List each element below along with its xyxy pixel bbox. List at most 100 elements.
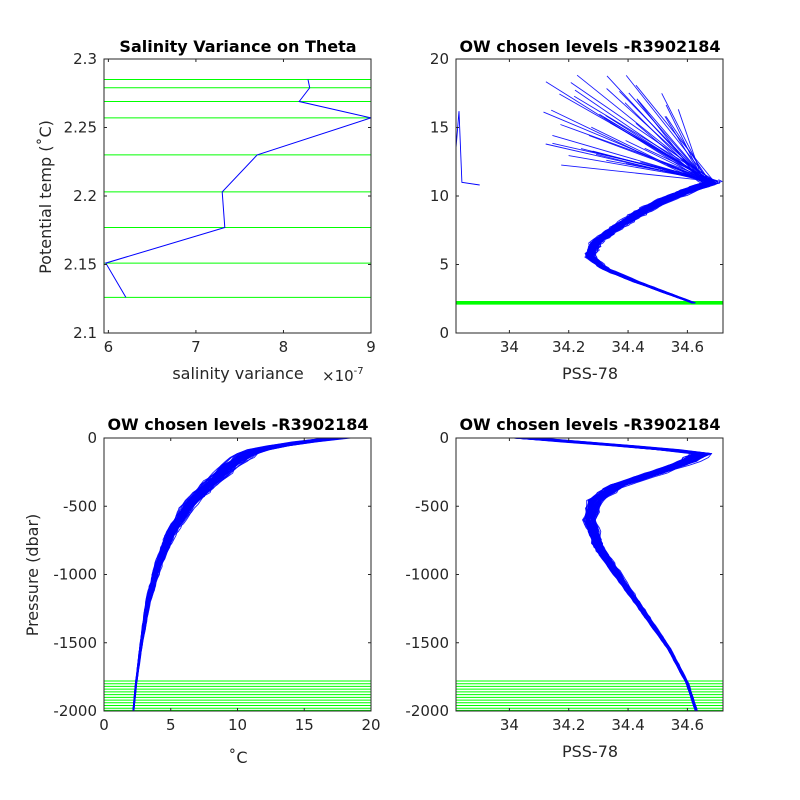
- y-tick-label: 15: [430, 119, 449, 137]
- profile-line: [132, 438, 333, 711]
- plot-area: [104, 438, 371, 711]
- profile-line: [516, 438, 697, 711]
- profile-line: [132, 438, 328, 711]
- profile-line: [132, 438, 333, 711]
- profile-line: [520, 438, 697, 711]
- profile-line: [132, 438, 336, 711]
- profile-line: [521, 438, 701, 711]
- y-tick-label: 0: [439, 324, 449, 342]
- profile-line: [132, 438, 336, 711]
- profile-line: [519, 438, 704, 711]
- profile-line: [535, 438, 710, 711]
- profile-line: [590, 179, 715, 304]
- profile-line: [132, 438, 336, 711]
- profile-line: [132, 438, 330, 711]
- profile-line: [132, 438, 332, 711]
- profile-line: [133, 438, 337, 711]
- profile-line: [133, 438, 341, 711]
- x-tick-label: 6: [104, 338, 114, 356]
- profile-line: [132, 438, 335, 711]
- profile-line: [132, 438, 339, 711]
- profile-line: [519, 438, 701, 711]
- profile-line: [586, 153, 703, 304]
- y-tick-label: -2000: [405, 702, 449, 720]
- profile-line: [524, 438, 706, 711]
- y-tick-label: -500: [63, 497, 97, 515]
- profile-line: [519, 438, 697, 711]
- profile-line: [586, 179, 706, 304]
- x-tick-label: 8: [279, 338, 289, 356]
- profile-line: [132, 438, 333, 711]
- profile-line: [591, 179, 715, 304]
- profile-line: [132, 438, 328, 711]
- profile-line: [522, 438, 701, 711]
- profile-line: [592, 179, 716, 304]
- profile-line: [592, 147, 719, 304]
- profile-line: [522, 438, 698, 711]
- profile-line: [132, 438, 335, 711]
- profile-line: [133, 438, 344, 711]
- profile-line: [516, 438, 700, 711]
- profile-line: [587, 179, 710, 304]
- profile-line: [574, 89, 710, 304]
- x-tick-label: 34.6: [671, 338, 704, 356]
- profile-line: [132, 438, 338, 711]
- profile-line: [592, 179, 719, 304]
- profile-line: [520, 438, 702, 711]
- x-tick-label: 15: [295, 716, 314, 734]
- profile-line: [591, 179, 715, 304]
- panel-salinity-variance: Salinity Variance on Theta salinity vari…: [36, 37, 376, 385]
- profile-line: [590, 179, 714, 304]
- profile-line: [132, 438, 332, 711]
- profile-line: [589, 179, 713, 304]
- profile-line: [133, 438, 351, 711]
- profile-line: [520, 438, 703, 711]
- profile-line: [520, 438, 698, 711]
- profile-line: [132, 438, 328, 711]
- profile-line: [133, 438, 346, 711]
- profile-line: [132, 438, 338, 711]
- profile-line: [132, 438, 341, 711]
- y-tick-label: 2.1: [73, 324, 97, 342]
- profile-line: [132, 438, 335, 711]
- profile-line: [518, 438, 698, 711]
- profile-line: [132, 438, 334, 711]
- profile-line: [519, 438, 700, 711]
- profile-line: [133, 438, 345, 711]
- profile-line: [515, 438, 697, 711]
- profile-line: [133, 438, 340, 711]
- x-axis-label: PSS-78: [562, 742, 618, 761]
- y-tick-label: 0: [439, 429, 449, 447]
- profile-line: [514, 438, 697, 711]
- profile-line: [133, 438, 340, 711]
- profile-line: [520, 438, 702, 711]
- x-tick-label: 34.6: [671, 716, 704, 734]
- profile-line: [588, 179, 709, 304]
- profile-line: [132, 438, 336, 711]
- profile-line: [589, 179, 715, 304]
- y-tick-label: -500: [415, 497, 449, 515]
- profile-line: [132, 438, 340, 711]
- chart-title: Salinity Variance on Theta: [119, 37, 356, 56]
- y-tick-label: -1500: [53, 634, 97, 652]
- profile-line: [132, 438, 336, 711]
- profile-line: [513, 438, 697, 711]
- y-tick-label: 5: [439, 256, 449, 274]
- profile-line: [132, 438, 337, 711]
- y-tick-label: 2.3: [73, 50, 97, 68]
- profile-line: [132, 438, 338, 711]
- profile-line: [132, 438, 331, 711]
- profile-line: [517, 438, 698, 711]
- x-tick-label: 34.2: [552, 716, 585, 734]
- profile-line: [132, 438, 335, 711]
- profile-line: [132, 438, 330, 711]
- profile-line: [132, 438, 333, 711]
- profile-line: [456, 111, 480, 186]
- profile-line: [588, 179, 710, 304]
- y-tick-label: -2000: [53, 702, 97, 720]
- profile-line: [522, 438, 700, 711]
- profile-line: [588, 179, 709, 304]
- profile-line: [573, 95, 721, 304]
- profile-line: [589, 179, 713, 304]
- profile-line: [132, 438, 335, 711]
